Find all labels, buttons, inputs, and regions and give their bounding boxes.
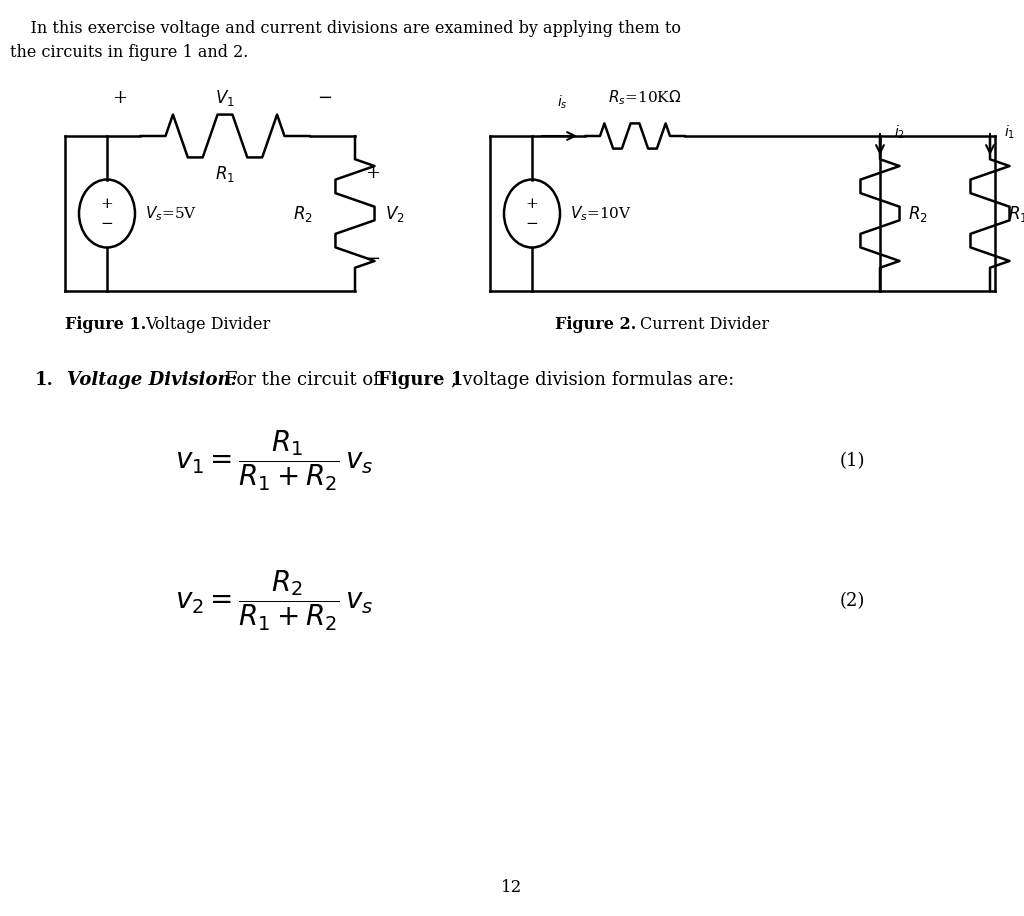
Text: 12: 12 (502, 879, 522, 897)
Text: $v_2 = \dfrac{R_2}{R_1 + R_2}\,v_s$: $v_2 = \dfrac{R_2}{R_1 + R_2}\,v_s$ (175, 569, 374, 633)
Text: −: − (525, 216, 539, 231)
Text: +: + (113, 89, 128, 107)
Text: $R_1$: $R_1$ (1008, 203, 1024, 224)
Text: (1): (1) (840, 452, 865, 470)
Text: $V_2$: $V_2$ (385, 203, 404, 224)
Text: Current Divider: Current Divider (640, 316, 769, 333)
Text: $R_2$: $R_2$ (908, 203, 928, 224)
Text: $i_s$: $i_s$ (557, 93, 567, 111)
Text: (2): (2) (840, 592, 865, 610)
Text: $R_s$=10K$\Omega$: $R_s$=10K$\Omega$ (608, 89, 682, 107)
Text: −: − (366, 249, 381, 267)
Text: Figure 1.: Figure 1. (65, 316, 146, 333)
Text: $R_2$: $R_2$ (293, 203, 313, 224)
Text: +: + (100, 197, 114, 211)
Text: In this exercise voltage and current divisions are examined by applying them to: In this exercise voltage and current div… (10, 20, 681, 37)
Text: Figure 1: Figure 1 (378, 371, 463, 389)
Text: $i_1$: $i_1$ (1004, 124, 1015, 141)
Text: $R_1$: $R_1$ (215, 164, 234, 184)
Text: −: − (100, 216, 114, 231)
Text: 1.: 1. (35, 371, 54, 389)
Text: $V_1$: $V_1$ (215, 88, 234, 108)
Text: $V_s$=5V: $V_s$=5V (145, 204, 198, 223)
Text: Voltage Division:: Voltage Division: (67, 371, 238, 389)
Text: , voltage division formulas are:: , voltage division formulas are: (451, 371, 734, 389)
Text: $v_1 = \dfrac{R_1}{R_1 + R_2}\,v_s$: $v_1 = \dfrac{R_1}{R_1 + R_2}\,v_s$ (175, 429, 374, 493)
Text: +: + (366, 165, 381, 182)
Text: +: + (525, 197, 539, 211)
Text: −: − (317, 89, 333, 107)
Text: For the circuit of: For the circuit of (225, 371, 380, 389)
Text: $i_2$: $i_2$ (894, 124, 905, 141)
Text: the circuits in figure 1 and 2.: the circuits in figure 1 and 2. (10, 44, 249, 61)
Text: Figure 2.: Figure 2. (555, 316, 636, 333)
Text: $V_s$=10V: $V_s$=10V (570, 204, 632, 223)
Text: Voltage Divider: Voltage Divider (145, 316, 270, 333)
